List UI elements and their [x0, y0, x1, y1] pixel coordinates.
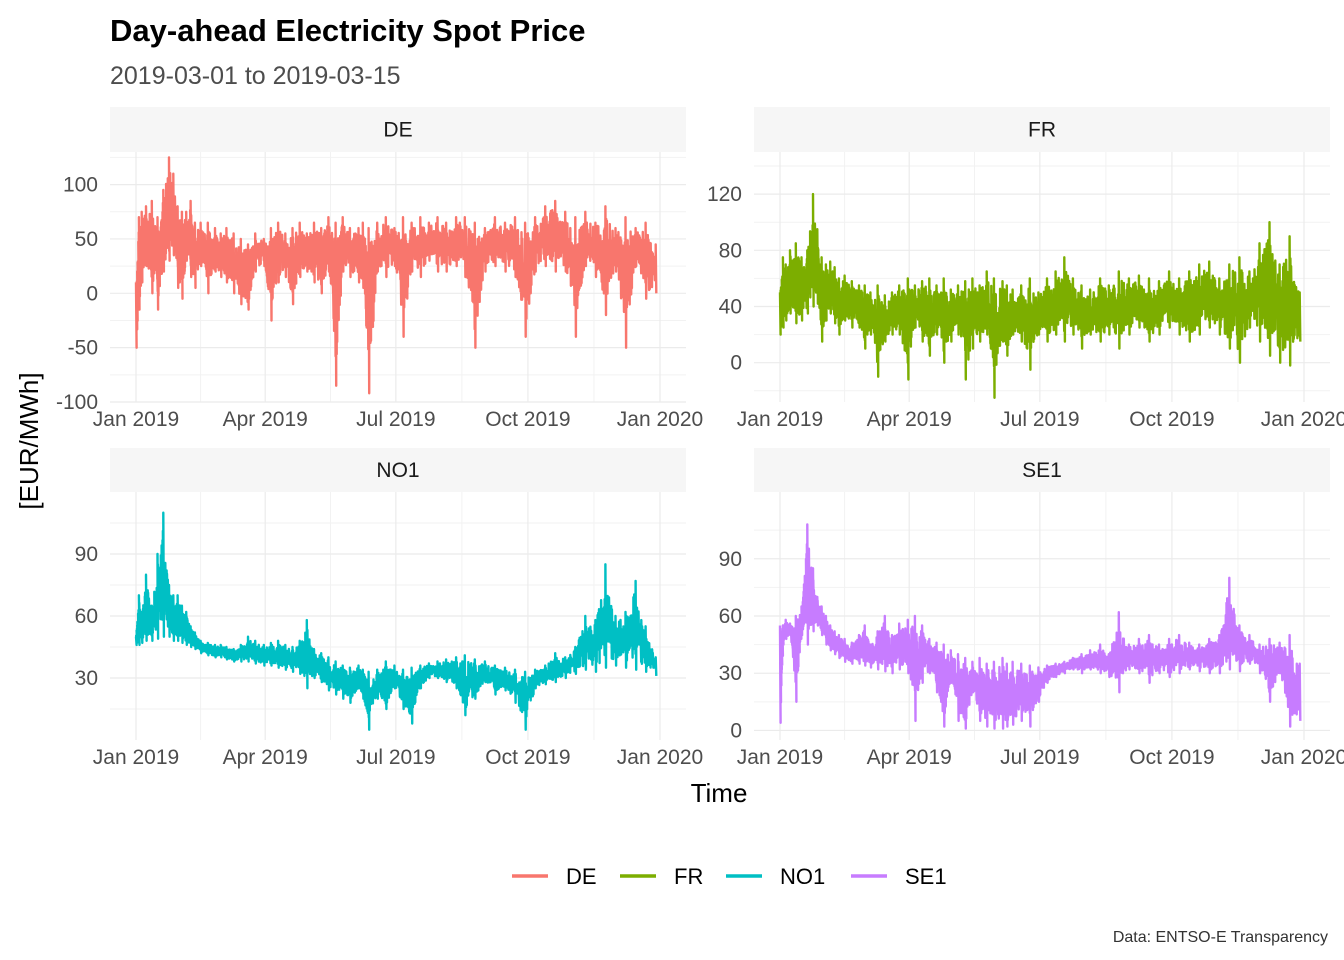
y-tick-label: 90: [719, 548, 742, 571]
facet-strip-label: SE1: [1022, 459, 1062, 482]
x-tick-label: Oct 2019: [485, 746, 570, 769]
facet-strip-label: FR: [1028, 119, 1056, 142]
x-tick-label: Jul 2019: [1000, 746, 1079, 769]
facet-panel-de: DE -100 -50 0 50 100 Jan 2019 Apr 2019 Jul 2019 O…: [56, 107, 703, 431]
series-line-se1: [778, 523, 1302, 730]
y-tick-label: 50: [75, 228, 98, 251]
x-tick-label: Apr 2019: [223, 408, 308, 431]
x-tick-label: Jul 2019: [356, 408, 435, 431]
x-tick-label: Apr 2019: [223, 746, 308, 769]
x-tick-label: Jul 2019: [356, 746, 435, 769]
facet-panel-no1: NO1 30 60 90 Jan 2019 Apr 2019 Jul 2019 Oct 201…: [75, 448, 703, 769]
legend-label-no1: NO1: [780, 864, 825, 889]
x-tick-label: Jan 2020: [617, 746, 703, 769]
y-tick-label: 80: [719, 239, 742, 262]
legend-label-fr: FR: [674, 864, 703, 889]
x-tick-label: Jan 2020: [1261, 746, 1344, 769]
chart-title: Day-ahead Electricity Spot Price: [110, 13, 586, 48]
y-tick-label: -50: [68, 337, 98, 360]
x-tick-label: Jan 2020: [1261, 408, 1344, 431]
facet-strip: [110, 448, 686, 492]
y-tick-label: 40: [719, 295, 742, 318]
y-tick-label: -100: [56, 391, 98, 414]
x-tick-label: Jan 2019: [93, 408, 179, 431]
series-line-de: [134, 156, 658, 395]
x-tick-label: Oct 2019: [1129, 746, 1214, 769]
x-tick-label: Oct 2019: [1129, 408, 1214, 431]
facet-strip: [754, 448, 1330, 492]
x-tick-label: Apr 2019: [867, 746, 952, 769]
x-tick-label: Apr 2019: [867, 408, 952, 431]
x-axis-title: Time: [691, 778, 748, 808]
facet-panel-fr: FR 0 40 80 120 Jan 2019 Apr 2019 Jul 2019 Oct 20…: [707, 107, 1344, 431]
facet-strip-label: NO1: [376, 459, 419, 482]
y-tick-label: 120: [707, 183, 742, 206]
y-tick-label: 100: [63, 174, 98, 197]
y-tick-label: 0: [730, 719, 742, 742]
facet-strip: [110, 107, 686, 152]
x-tick-label: Jul 2019: [1000, 408, 1079, 431]
facet-strip-label: DE: [383, 119, 412, 142]
series-line-no1: [134, 511, 658, 731]
y-tick-label: 60: [719, 605, 742, 628]
facet-panels: DE -100 -50 0 50 100 Jan 2019 Apr 2019 Jul 2019 O…: [56, 107, 1344, 769]
x-tick-label: Jan 2019: [737, 408, 823, 431]
y-tick-label: 30: [719, 662, 742, 685]
series-line-fr: [778, 192, 1302, 399]
y-tick-label: 0: [86, 282, 98, 305]
legend-label-de: DE: [566, 864, 597, 889]
x-tick-label: Jan 2019: [737, 746, 823, 769]
x-tick-label: Oct 2019: [485, 408, 570, 431]
y-tick-label: 90: [75, 543, 98, 566]
legend: DE FR NO1 SE1: [512, 864, 947, 889]
y-tick-label: 30: [75, 667, 98, 690]
y-axis-title: [EUR/MWh]: [14, 372, 44, 509]
legend-label-se1: SE1: [905, 864, 947, 889]
y-tick-label: 60: [75, 605, 98, 628]
facet-panel-se1: SE1 0 30 60 90 Jan 2019 Apr 2019 Jul 2019 Oct 20…: [719, 448, 1344, 769]
x-tick-label: Jan 2019: [93, 746, 179, 769]
y-tick-label: 0: [730, 352, 742, 375]
chart-subtitle: 2019-03-01 to 2019-03-15: [110, 62, 401, 90]
facet-strip: [754, 107, 1330, 152]
x-tick-label: Jan 2020: [617, 408, 703, 431]
caption: Data: ENTSO-E Transparency: [1113, 929, 1328, 946]
